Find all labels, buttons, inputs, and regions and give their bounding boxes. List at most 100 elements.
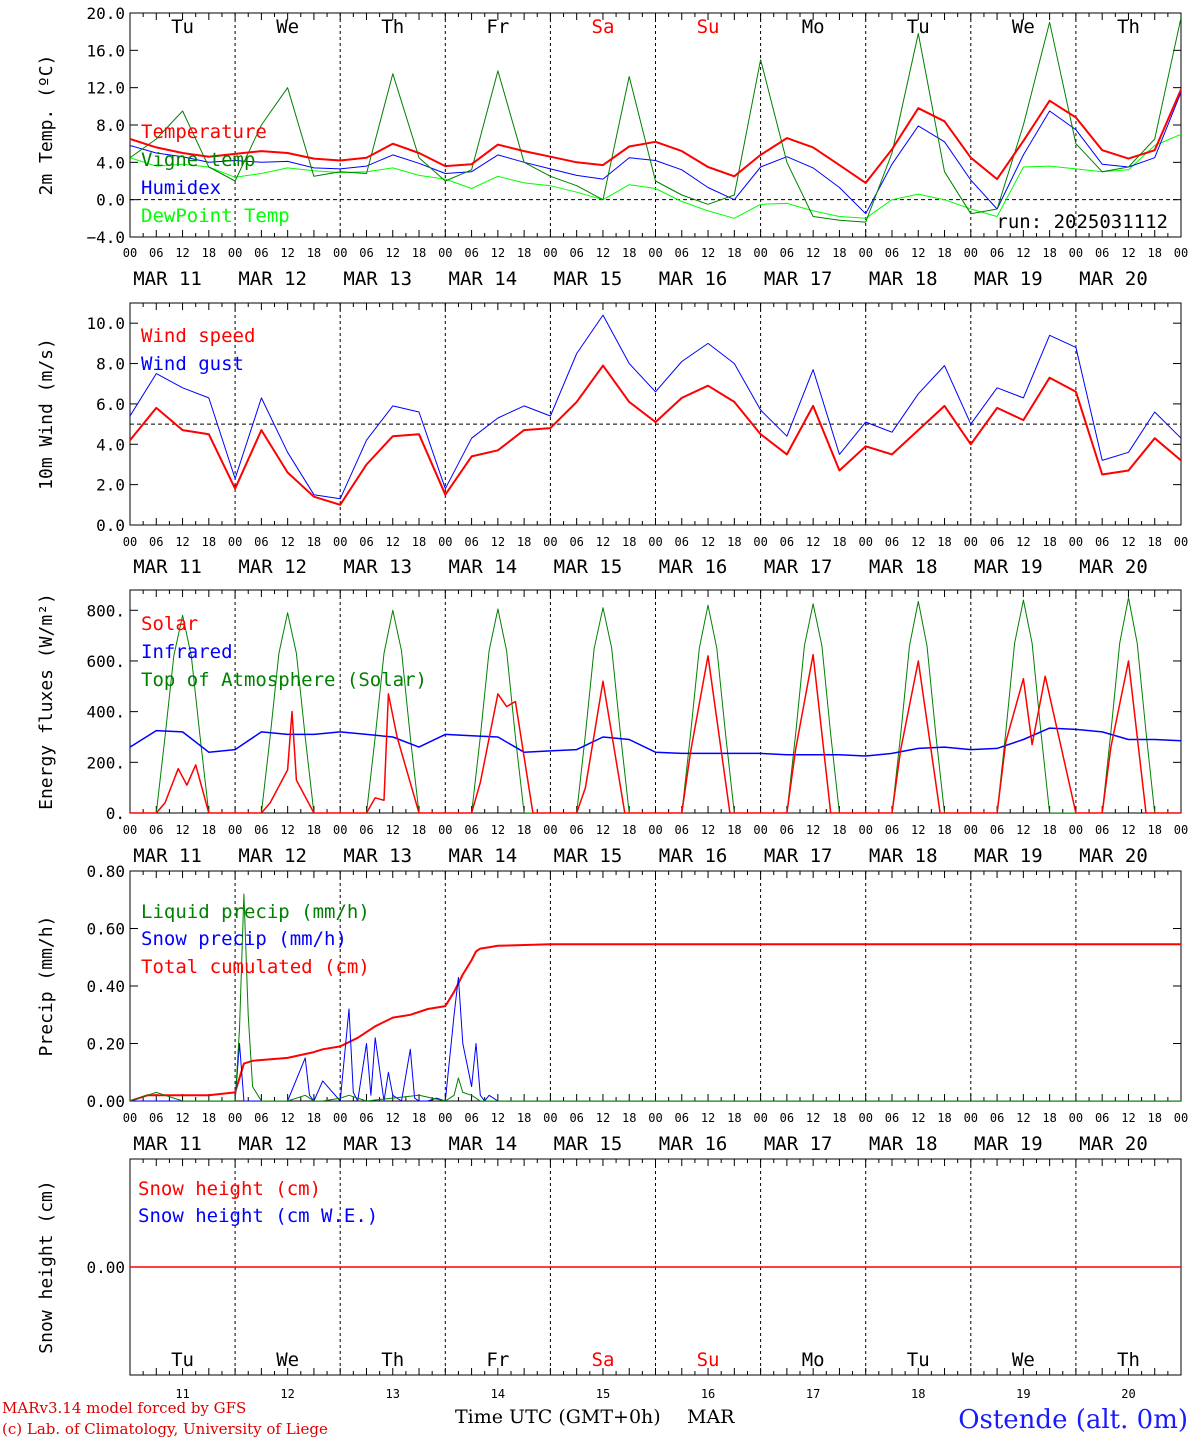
date-label: MAR 19 xyxy=(974,845,1043,867)
hour-label: 12 xyxy=(386,1111,400,1125)
hour-label: 06 xyxy=(1095,1111,1109,1125)
hour-label: 12 xyxy=(1121,535,1135,549)
hour-label: 06 xyxy=(1095,823,1109,837)
date-label: MAR 15 xyxy=(554,556,623,578)
hour-label: 06 xyxy=(464,823,478,837)
hour-label: 12 xyxy=(596,535,610,549)
hour-label: 00 xyxy=(964,246,978,260)
hour-label: 06 xyxy=(675,1111,689,1125)
hour-label: 18 xyxy=(622,1111,636,1125)
hour-label: 06 xyxy=(359,246,373,260)
date-label: MAR 18 xyxy=(869,1133,938,1155)
hour-label: 00 xyxy=(438,1111,452,1125)
hour-label: 18 xyxy=(307,246,321,260)
date-label: MAR 18 xyxy=(869,556,938,578)
panel-wind: 0.0 2.0 4.0 6.0 8.0 10.0 10m Wind (m/s) Wind sp… xyxy=(36,302,1182,535)
legend-entry: Wind gust xyxy=(141,353,244,375)
date-label: MAR 12 xyxy=(238,556,307,578)
hour-label: 12 xyxy=(911,823,925,837)
hour-label: 12 xyxy=(280,246,294,260)
day-number-label: 13 xyxy=(386,1387,400,1401)
hour-label: 00 xyxy=(964,535,978,549)
hour-label: 12 xyxy=(175,246,189,260)
plot-frame xyxy=(129,589,1182,814)
hour-label: 18 xyxy=(937,823,951,837)
hour-label: 12 xyxy=(911,246,925,260)
hour-label: 18 xyxy=(1042,246,1056,260)
hour-label: 12 xyxy=(1016,535,1030,549)
hour-label: 18 xyxy=(1147,823,1161,837)
x-axis-month: MAR xyxy=(687,1406,735,1428)
weekday-label: Th xyxy=(381,16,404,38)
hour-label: 06 xyxy=(149,823,163,837)
hour-label: 18 xyxy=(412,246,426,260)
hour-label: 18 xyxy=(517,535,531,549)
y-axis-label: Snow height (cm) xyxy=(36,1180,57,1353)
hour-label: 06 xyxy=(464,246,478,260)
hour-label: 00 xyxy=(228,823,242,837)
date-label: MAR 19 xyxy=(974,1133,1043,1155)
hour-label: 06 xyxy=(569,246,583,260)
hour-label: 00 xyxy=(1069,535,1083,549)
hour-label: 00 xyxy=(1174,823,1188,837)
hour-label: 00 xyxy=(964,1111,978,1125)
hour-label: 18 xyxy=(727,1111,741,1125)
date-label: MAR 12 xyxy=(238,268,307,290)
weekday-label: Tu xyxy=(907,1349,930,1371)
hour-label: 00 xyxy=(648,1111,662,1125)
hour-label: 00 xyxy=(648,535,662,549)
day-number-label: 19 xyxy=(1016,1387,1030,1401)
series-group xyxy=(130,597,1181,813)
hour-label: 00 xyxy=(123,1111,137,1125)
hour-label: 06 xyxy=(780,1111,794,1125)
hour-label: 18 xyxy=(727,535,741,549)
copyright-credit: (c) Lab. of Climatology, University of L… xyxy=(2,1420,328,1438)
date-label: MAR 11 xyxy=(133,268,202,290)
hour-label: 18 xyxy=(202,535,216,549)
hour-label: 18 xyxy=(832,535,846,549)
hour-label: 06 xyxy=(780,246,794,260)
hour-label: 00 xyxy=(1174,246,1188,260)
y-tick-label: 8.0 xyxy=(96,116,125,135)
y-tick-label: −4.0 xyxy=(86,228,125,247)
date-label: MAR 13 xyxy=(343,268,412,290)
date-label: MAR 16 xyxy=(659,1133,728,1155)
hour-label: 00 xyxy=(543,823,557,837)
date-label: MAR 11 xyxy=(133,1133,202,1155)
hour-label: 12 xyxy=(701,823,715,837)
weekday-label: Tu xyxy=(171,16,194,38)
hour-label: 00 xyxy=(123,823,137,837)
date-label: MAR 12 xyxy=(238,1133,307,1155)
run-label: run: 2025031112 xyxy=(996,211,1168,233)
hour-label: 18 xyxy=(307,1111,321,1125)
hour-label: 06 xyxy=(359,823,373,837)
hour-label: 00 xyxy=(333,246,347,260)
hour-label: 12 xyxy=(491,535,505,549)
date-label: MAR 16 xyxy=(659,556,728,578)
hour-label: 12 xyxy=(280,823,294,837)
date-label: MAR 20 xyxy=(1079,268,1148,290)
hour-label: 06 xyxy=(780,823,794,837)
panel-temperature: −4.0 0.0 4.0 8.0 12.0 16.0 20.0 2m Temp. (ºC) Te… xyxy=(36,4,1182,247)
hour-label: 06 xyxy=(254,535,268,549)
y-axis-label: Precip (mm/h) xyxy=(36,916,57,1057)
hour-label: 12 xyxy=(491,1111,505,1125)
hour-label: 18 xyxy=(412,1111,426,1125)
hour-label: 00 xyxy=(438,246,452,260)
hour-label: 12 xyxy=(175,823,189,837)
panel-energy: 0. 200. 400. 600. 800. Energy fluxes (W/m²) So… xyxy=(36,589,1182,823)
hour-label: 18 xyxy=(937,535,951,549)
date-label: MAR 15 xyxy=(554,1133,623,1155)
y-tick-label: 400. xyxy=(86,703,125,722)
hour-label: 00 xyxy=(438,535,452,549)
hour-label: 12 xyxy=(701,535,715,549)
hour-label: 00 xyxy=(648,246,662,260)
day-number-label: 16 xyxy=(701,1387,715,1401)
hour-label: 18 xyxy=(202,246,216,260)
hour-label: 06 xyxy=(254,246,268,260)
date-label: MAR 14 xyxy=(449,845,518,867)
hour-label: 00 xyxy=(543,246,557,260)
legend-entry: Top of Atmosphere (Solar) xyxy=(141,669,427,691)
